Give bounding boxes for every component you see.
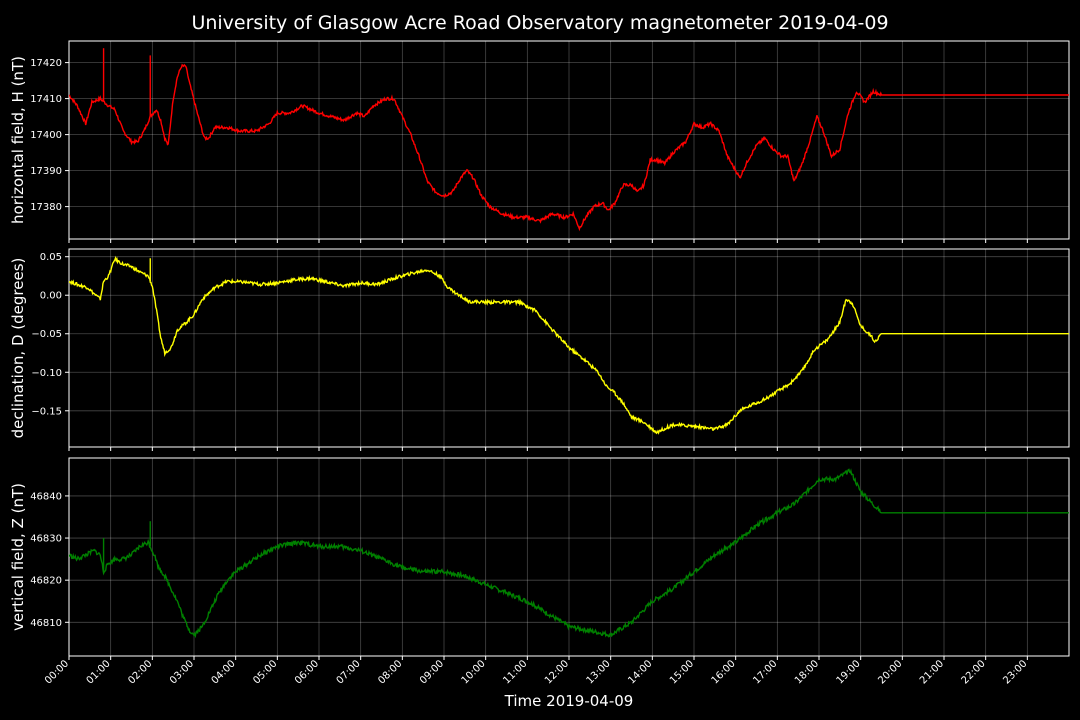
panel-D-ytick-label: 0.00: [40, 291, 62, 302]
panel-H-ytick-label: 17410: [30, 94, 62, 105]
panel-D-ytick-label: −0.05: [31, 329, 62, 340]
panel-H-ytick-label: 17400: [30, 130, 62, 141]
panel-Z-ylabel: vertical field, Z (nT): [9, 483, 27, 631]
panel-H-ytick-label: 17390: [30, 166, 62, 177]
panel-H-ytick-label: 17420: [30, 58, 62, 69]
x-axis-label: Time 2019-04-09: [504, 692, 634, 710]
panel-Z-ytick-label: 46830: [30, 534, 62, 545]
panel-H-ytick-label: 17380: [30, 202, 62, 213]
series-line-H: [69, 63, 1069, 232]
panel-Z-ytick-label: 46810: [30, 618, 62, 629]
chart-title: University of Glasgow Acre Road Observat…: [191, 12, 888, 34]
panel-D-ytick-label: 0.05: [40, 252, 62, 263]
panel-D-ytick-label: −0.10: [31, 368, 62, 379]
panel-D: −0.15 −0.10 −0.05 0.00 0.05 declination, D (d…: [9, 248, 1070, 451]
panel-H-ylabel: horizontal field, H (nT): [9, 56, 27, 224]
panel-H-frame: [68, 40, 1070, 240]
panel-Z-ytick-label: 46840: [30, 491, 62, 502]
series-line-Z: [69, 468, 1069, 639]
series-line-D: [69, 255, 1069, 435]
panel-D-ylabel: declination, D (degrees): [9, 258, 27, 439]
panel-D-ytick-label: −0.15: [31, 406, 62, 417]
panel-Z-ytick-label: 46820: [30, 576, 62, 587]
